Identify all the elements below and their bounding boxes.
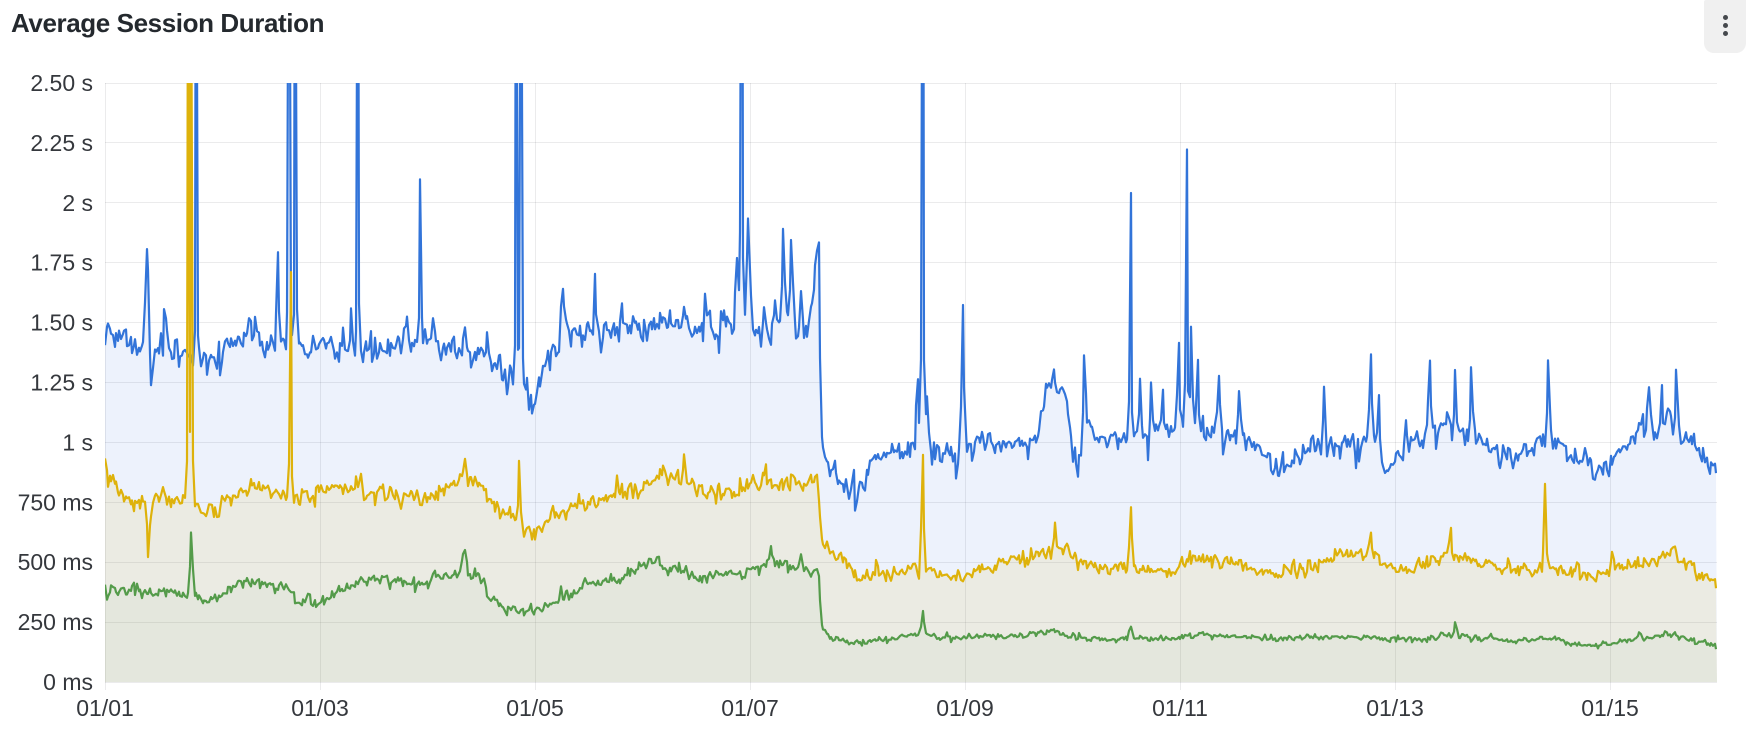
svg-text:01/15: 01/15 [1581,695,1639,721]
svg-text:01/07: 01/07 [721,695,779,721]
svg-text:0 ms: 0 ms [43,669,93,695]
svg-text:1.25 s: 1.25 s [30,370,93,396]
svg-text:01/01: 01/01 [76,695,134,721]
svg-text:01/03: 01/03 [291,695,349,721]
svg-text:250 ms: 250 ms [18,609,93,635]
svg-text:01/09: 01/09 [936,695,994,721]
svg-text:2.50 s: 2.50 s [30,70,93,96]
svg-text:1 s: 1 s [62,429,93,455]
svg-text:1.75 s: 1.75 s [30,250,93,276]
svg-text:750 ms: 750 ms [18,489,93,515]
svg-text:1.50 s: 1.50 s [30,310,93,336]
svg-text:2.25 s: 2.25 s [30,130,93,156]
svg-text:500 ms: 500 ms [18,549,93,575]
svg-text:01/11: 01/11 [1152,695,1208,721]
svg-text:01/13: 01/13 [1366,695,1424,721]
svg-text:01/05: 01/05 [506,695,564,721]
svg-text:2 s: 2 s [62,190,93,216]
